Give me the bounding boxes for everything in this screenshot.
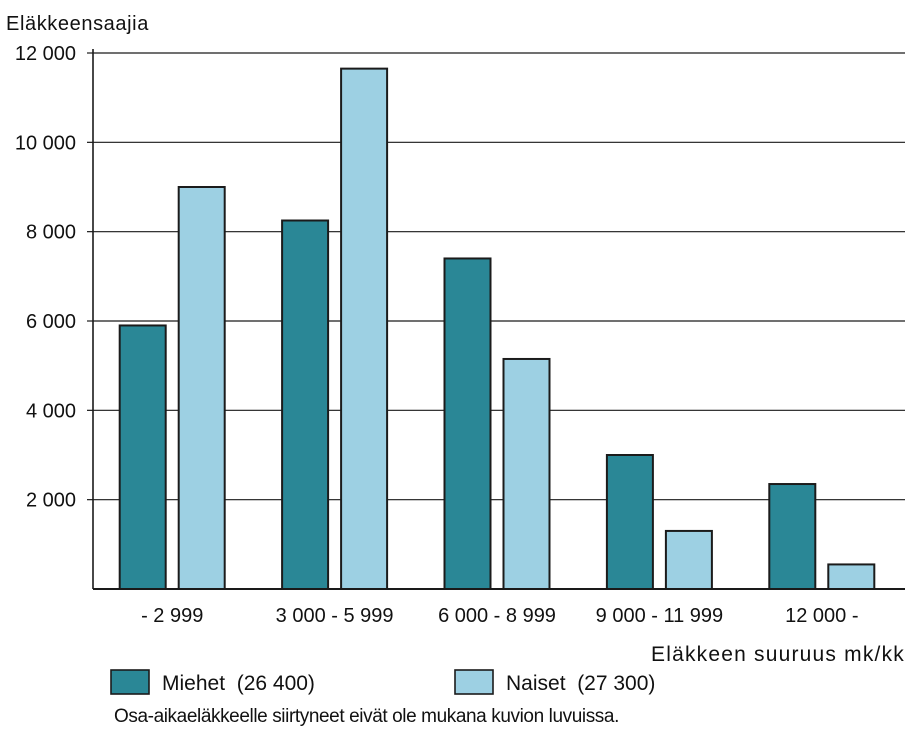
- x-axis-title: Eläkkeen suuruus mk/kk: [651, 643, 905, 666]
- legend-swatch-naiset: [454, 669, 494, 695]
- y-axis-title: Eläkkeensaajia: [6, 13, 149, 35]
- x-tick-label: 3 000 - 5 999: [276, 605, 394, 627]
- axis-labels: Eläkkeensaajia Eläkkeen suuruus mk/kk: [6, 13, 905, 666]
- legend-label-naiset: Naiset (27 300): [506, 672, 655, 695]
- y-tick-label: 2 000: [26, 490, 76, 512]
- x-tick-label: - 2 999: [141, 605, 203, 627]
- bar-naiset-4: [827, 563, 876, 591]
- bar-miehet-2: [443, 257, 492, 590]
- y-tick-label: 4 000: [26, 400, 76, 422]
- x-tick-label: 9 000 - 11 999: [596, 605, 724, 627]
- bar-naiset-3: [664, 529, 713, 591]
- x-tick-label: 6 000 - 8 999: [438, 605, 556, 627]
- bar-naiset-1: [340, 67, 389, 590]
- bar-miehet-3: [605, 454, 654, 590]
- legend: Miehet (26 400) Naiset (27 300): [110, 669, 655, 695]
- axes: 2 000 4 000 6 000 8 000 10 000 12 000 - 2 999 3…: [15, 43, 905, 627]
- legend-swatch-miehet: [110, 669, 150, 695]
- bar-miehet-1: [281, 219, 330, 590]
- y-tick-label: 12 000: [15, 43, 76, 65]
- y-tick-label: 10 000: [15, 132, 76, 154]
- bars: [118, 67, 876, 591]
- x-tick-label: 12 000 -: [785, 605, 858, 627]
- bar-naiset-0: [177, 186, 226, 590]
- bar-naiset-2: [502, 357, 551, 591]
- y-tick-label: 6 000: [26, 311, 76, 333]
- legend-label-miehet: Miehet (26 400): [162, 672, 315, 695]
- footnote: Osa-aikaeläkkeelle siirtyneet eivät ole …: [114, 706, 619, 727]
- y-tick-label: 8 000: [26, 222, 76, 244]
- bar-miehet-0: [118, 324, 167, 590]
- bar-miehet-4: [768, 483, 817, 590]
